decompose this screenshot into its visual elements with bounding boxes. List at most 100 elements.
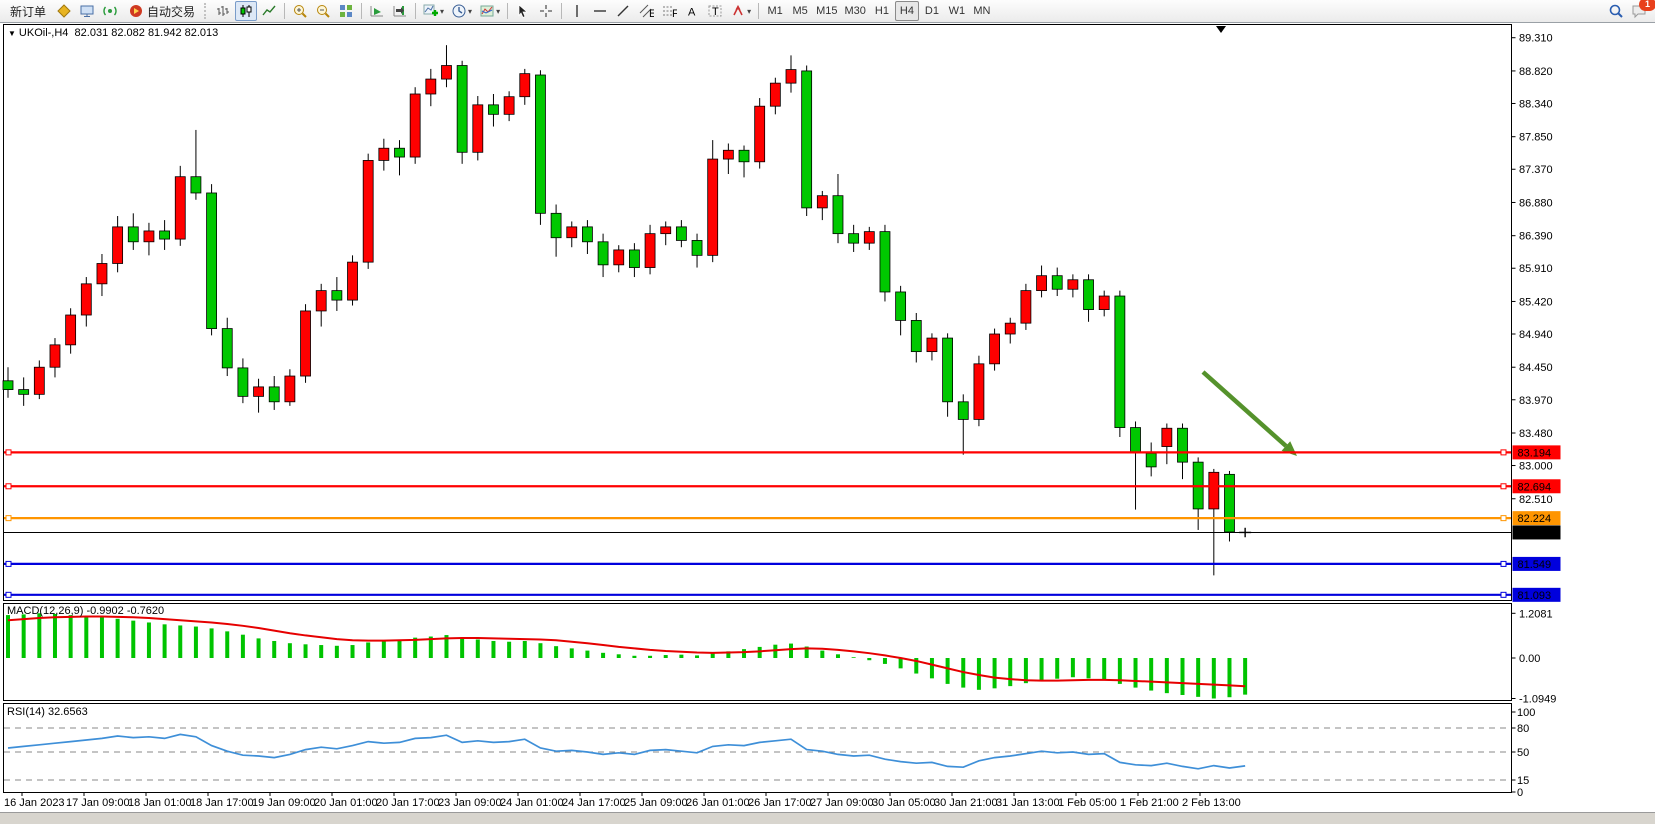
price-level-label-box — [1512, 587, 1561, 602]
time-axis-label: 26 Jan 17:00 — [748, 797, 812, 809]
gold-button[interactable] — [53, 1, 75, 21]
svg-text:86.390: 86.390 — [1519, 231, 1553, 243]
text-label-button[interactable]: T — [704, 1, 726, 21]
timeframe-button-D1[interactable]: D1 — [924, 5, 939, 17]
search-button[interactable] — [1605, 1, 1627, 21]
svg-text:88.820: 88.820 — [1519, 66, 1553, 78]
zoom-out-button[interactable] — [312, 1, 334, 21]
chart-shift-button[interactable] — [389, 1, 411, 21]
svg-text:83.480: 83.480 — [1519, 428, 1553, 440]
time-axis-label: 24 Jan 01:00 — [500, 797, 564, 809]
chart-title-text: UKOil-,H4 82.031 82.082 81.942 82.013 — [18, 27, 219, 39]
time-axis-label: 19 Jan 09:00 — [252, 797, 316, 809]
chart-shift-marker-icon[interactable] — [1216, 26, 1226, 33]
vertical-line-icon — [576, 5, 578, 17]
price-axis: 89.310 88.820 88.340 87.850 87.370 86.880 86.3… — [1511, 33, 1553, 506]
svg-text:85.910: 85.910 — [1519, 263, 1553, 275]
templates-button[interactable]: ▾ — [476, 1, 503, 21]
tile-windows-button[interactable] — [335, 1, 357, 21]
bar-chart-button[interactable] — [212, 1, 234, 21]
svg-text:84.940: 84.940 — [1519, 329, 1553, 341]
indicators-icon — [423, 4, 439, 16]
toolbar-grip — [204, 3, 209, 19]
svg-text:50: 50 — [1517, 747, 1529, 759]
new-order-label: 新订单 — [10, 4, 47, 19]
arrows-button[interactable]: ▾ — [727, 1, 754, 21]
candlestick-chart-button[interactable] — [235, 1, 258, 21]
equidistant-channel-button[interactable]: E — [635, 1, 657, 21]
time-axis-label: 26 Jan 01:00 — [686, 797, 750, 809]
trendline-button[interactable] — [612, 1, 634, 21]
templates-caret: ▾ — [496, 6, 501, 16]
gold-icon — [57, 4, 71, 18]
chart-shift-icon — [393, 6, 407, 17]
timeframe-button-H1[interactable]: H1 — [874, 5, 889, 17]
cursor-button[interactable] — [512, 1, 534, 21]
svg-text:85.420: 85.420 — [1519, 296, 1553, 308]
clock-icon — [452, 4, 466, 18]
main-toolbar: 新订单 自动交易 — [0, 0, 1655, 23]
timeframe-button-MN[interactable]: MN — [973, 5, 991, 17]
vertical-line-button[interactable] — [566, 1, 588, 21]
indicators-caret: ▾ — [440, 6, 445, 16]
svg-text:1.2081: 1.2081 — [1519, 608, 1553, 620]
tile-windows-icon — [340, 5, 353, 17]
toolbar-separator — [758, 3, 760, 19]
crosshair-icon — [540, 5, 553, 17]
horizontal-line-button[interactable] — [589, 1, 611, 21]
svg-text:0: 0 — [1517, 787, 1523, 799]
time-axis-label: 25 Jan 09:00 — [624, 797, 688, 809]
line-chart-button[interactable] — [258, 1, 280, 21]
svg-text:87.850: 87.850 — [1519, 132, 1553, 144]
time-axis-label: 24 Jan 17:00 — [562, 797, 626, 809]
text-button[interactable]: A — [681, 1, 703, 21]
svg-text:87.370: 87.370 — [1519, 164, 1553, 176]
periods-button[interactable]: ▾ — [448, 1, 475, 21]
chart-title[interactable]: ▼ UKOil-,H4 82.031 82.082 81.942 82.013 — [8, 27, 218, 39]
auto-trading-button[interactable]: 自动交易 — [122, 1, 201, 21]
svg-text:T: T — [712, 6, 719, 18]
timeframe-button-M5[interactable]: M5 — [792, 5, 808, 17]
indicators-button[interactable]: ▾ — [420, 1, 447, 21]
zoom-in-button[interactable] — [289, 1, 311, 21]
svg-text:100: 100 — [1517, 707, 1535, 719]
timeframe-button-H4[interactable]: H4 — [894, 1, 919, 21]
window-bottom-strip — [0, 812, 1655, 824]
search-icon — [1609, 4, 1623, 18]
text-label-icon: T — [708, 5, 722, 18]
time-axis-label: 16 Jan 2023 — [4, 797, 65, 809]
auto-scroll-button[interactable] — [366, 1, 388, 21]
fibonacci-icon: F — [663, 6, 677, 19]
timeframe-toolbar: M1 M5 M15 M30 H1 H4 D1 W1 MN — [763, 1, 994, 21]
price-level-label: 82.013 — [1518, 527, 1552, 539]
rsi-axis: 100 80 50 150 — [1511, 707, 1535, 799]
time-axis-label: 1 Feb 21:00 — [1120, 797, 1179, 809]
notifications-button[interactable]: 1 — [1628, 0, 1655, 21]
timeframe-button-M30[interactable]: M30 — [844, 5, 866, 17]
price-level-label: 82.694 — [1518, 481, 1552, 493]
svg-text:15: 15 — [1517, 775, 1529, 787]
auto-scroll-icon — [370, 6, 384, 17]
toolbar-separator — [361, 3, 363, 19]
time-axis-label: 30 Jan 21:00 — [934, 797, 998, 809]
price-level-label: 83.194 — [1518, 447, 1552, 459]
time-axis-label: 20 Jan 17:00 — [376, 797, 440, 809]
svg-text:E: E — [649, 8, 654, 19]
zoom-out-icon — [317, 5, 330, 18]
timeframe-button-M1[interactable]: M1 — [767, 5, 783, 17]
timeframe-button-M15[interactable]: M15 — [816, 5, 838, 17]
time-axis-label: 17 Jan 09:00 — [66, 797, 130, 809]
timeframe-button-W1[interactable]: W1 — [948, 5, 966, 17]
svg-text:80: 80 — [1517, 723, 1529, 735]
signal-button[interactable] — [99, 1, 121, 21]
chart-menu-arrow-icon: ▼ — [8, 29, 16, 38]
price-level-label-box — [1512, 525, 1561, 540]
crosshair-button[interactable] — [535, 1, 557, 21]
rsi-pane[interactable] — [3, 703, 1512, 793]
terminal-button[interactable] — [76, 1, 98, 21]
fibonacci-button[interactable]: F — [658, 1, 680, 21]
periods-caret: ▾ — [468, 6, 473, 16]
new-order-button[interactable]: 新订单 — [4, 1, 52, 21]
